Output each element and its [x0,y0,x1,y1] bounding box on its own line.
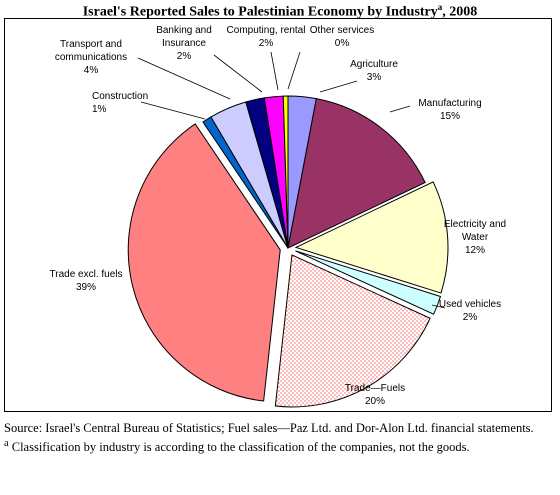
leader-line-other-services [287,51,301,90]
source-note: Source: Israel's Central Bureau of Stati… [4,421,560,455]
footnote-mark: a [4,438,9,449]
source-text: Source: Israel's Central Bureau of Stati… [4,421,534,435]
title-year: , 2008 [442,4,478,20]
leader-line-used-vehicles [431,304,446,309]
leader-line-transport-and [137,57,231,100]
pie-slice-other-services [282,95,289,249]
pie-slice-manufacturing [287,98,426,249]
slice-label-trade-fuels: Trade—Fuels 20% [345,383,405,407]
pie-slice-electricity-and [294,181,449,294]
slice-label-used-vehicles: Used vehicles 2% [439,299,501,323]
pie-slice-used-vehicles [295,250,442,315]
leader-line-manufacturing [389,105,411,113]
slice-label-construction: Construction 1% [92,91,148,115]
slice-label-banking-and: Banking and Insurance 2% [156,25,212,62]
footnote-text: Classification by industry is according … [8,440,470,455]
slice-label-transport-and: Transport and communications 4% [55,39,127,76]
pie-slice-trade-fuels [274,254,431,408]
leader-line-banking-and [213,54,263,93]
slice-label-computing-rental: Computing, rental 2% [227,25,306,49]
title-footnote-mark: a [437,2,443,12]
slice-label-electricity-and: Electricity and Water 12% [444,219,506,256]
slice-label-manufacturing: Manufacturing 15% [418,98,481,122]
leader-line-construction [140,101,206,120]
footnote: a Classification by industry is accordin… [4,436,560,455]
leader-line-agriculture [319,80,358,93]
leader-line-computing-rental [270,51,279,91]
pie-slice-trade-excl-fuels [127,123,281,402]
slice-label-trade-excl-fuels: Trade excl. fuels 39% [50,269,123,293]
slice-label-other-services: Other services 0% [310,25,374,49]
slice-label-agriculture: Agriculture 3% [350,59,398,83]
chart-title: Israel's Reported Sales to Palestinian E… [82,2,478,20]
